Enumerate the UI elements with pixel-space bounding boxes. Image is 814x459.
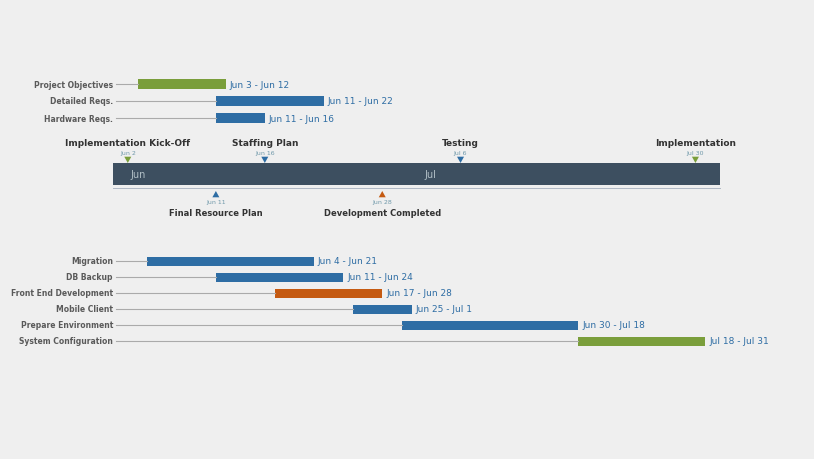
Bar <box>578 337 705 346</box>
Text: Jun 28: Jun 28 <box>372 200 392 205</box>
Text: Jun 16: Jun 16 <box>255 151 274 155</box>
Text: Jul 30: Jul 30 <box>687 151 704 155</box>
Text: Development Completed: Development Completed <box>324 209 441 218</box>
Text: Jun 25 - Jul 1: Jun 25 - Jul 1 <box>416 305 473 314</box>
Text: Staffing Plan: Staffing Plan <box>231 139 298 147</box>
Bar <box>216 114 265 124</box>
Text: Jun 11 - Jun 22: Jun 11 - Jun 22 <box>327 97 393 106</box>
Text: Final Resource Plan: Final Resource Plan <box>169 209 263 218</box>
Text: Jun 4 - Jun 21: Jun 4 - Jun 21 <box>317 257 378 266</box>
Text: Front End Development: Front End Development <box>11 289 113 298</box>
Bar <box>402 321 578 330</box>
Polygon shape <box>261 157 269 164</box>
Text: Jun 3 - Jun 12: Jun 3 - Jun 12 <box>230 80 290 90</box>
Bar <box>113 164 720 185</box>
Text: Jun 11: Jun 11 <box>206 200 225 205</box>
Bar <box>216 273 343 282</box>
Text: Jun 11 - Jun 24: Jun 11 - Jun 24 <box>347 273 413 282</box>
Text: Implementation: Implementation <box>655 139 736 147</box>
Text: Jul: Jul <box>424 170 436 179</box>
Text: Jun: Jun <box>131 170 147 179</box>
Polygon shape <box>692 157 699 164</box>
Text: Jun 17 - Jun 28: Jun 17 - Jun 28 <box>387 289 452 298</box>
Text: Jun 30 - Jul 18: Jun 30 - Jul 18 <box>582 321 645 330</box>
Text: Migration: Migration <box>71 257 113 266</box>
Bar <box>138 80 225 90</box>
Text: Mobile Client: Mobile Client <box>56 305 113 314</box>
Text: Hardware Reqs.: Hardware Reqs. <box>44 114 113 123</box>
Text: Jun 11 - Jun 16: Jun 11 - Jun 16 <box>269 114 335 123</box>
Text: Jul 18 - Jul 31: Jul 18 - Jul 31 <box>709 337 769 346</box>
Text: Detailed Reqs.: Detailed Reqs. <box>50 97 113 106</box>
Polygon shape <box>212 191 219 198</box>
Polygon shape <box>125 157 131 164</box>
Polygon shape <box>379 191 386 198</box>
Text: Implementation Kick-Off: Implementation Kick-Off <box>65 139 190 147</box>
Bar <box>353 305 412 314</box>
Bar <box>274 289 383 298</box>
Text: Jun 2: Jun 2 <box>120 151 136 155</box>
Text: Project Objectives: Project Objectives <box>34 80 113 90</box>
Text: Jul 6: Jul 6 <box>453 151 467 155</box>
Bar <box>147 257 313 266</box>
Text: Testing: Testing <box>442 139 479 147</box>
Bar <box>216 97 323 107</box>
Text: DB Backup: DB Backup <box>67 273 113 282</box>
Text: Prepare Environment: Prepare Environment <box>20 321 113 330</box>
Text: System Configuration: System Configuration <box>19 337 113 346</box>
Polygon shape <box>457 157 464 164</box>
